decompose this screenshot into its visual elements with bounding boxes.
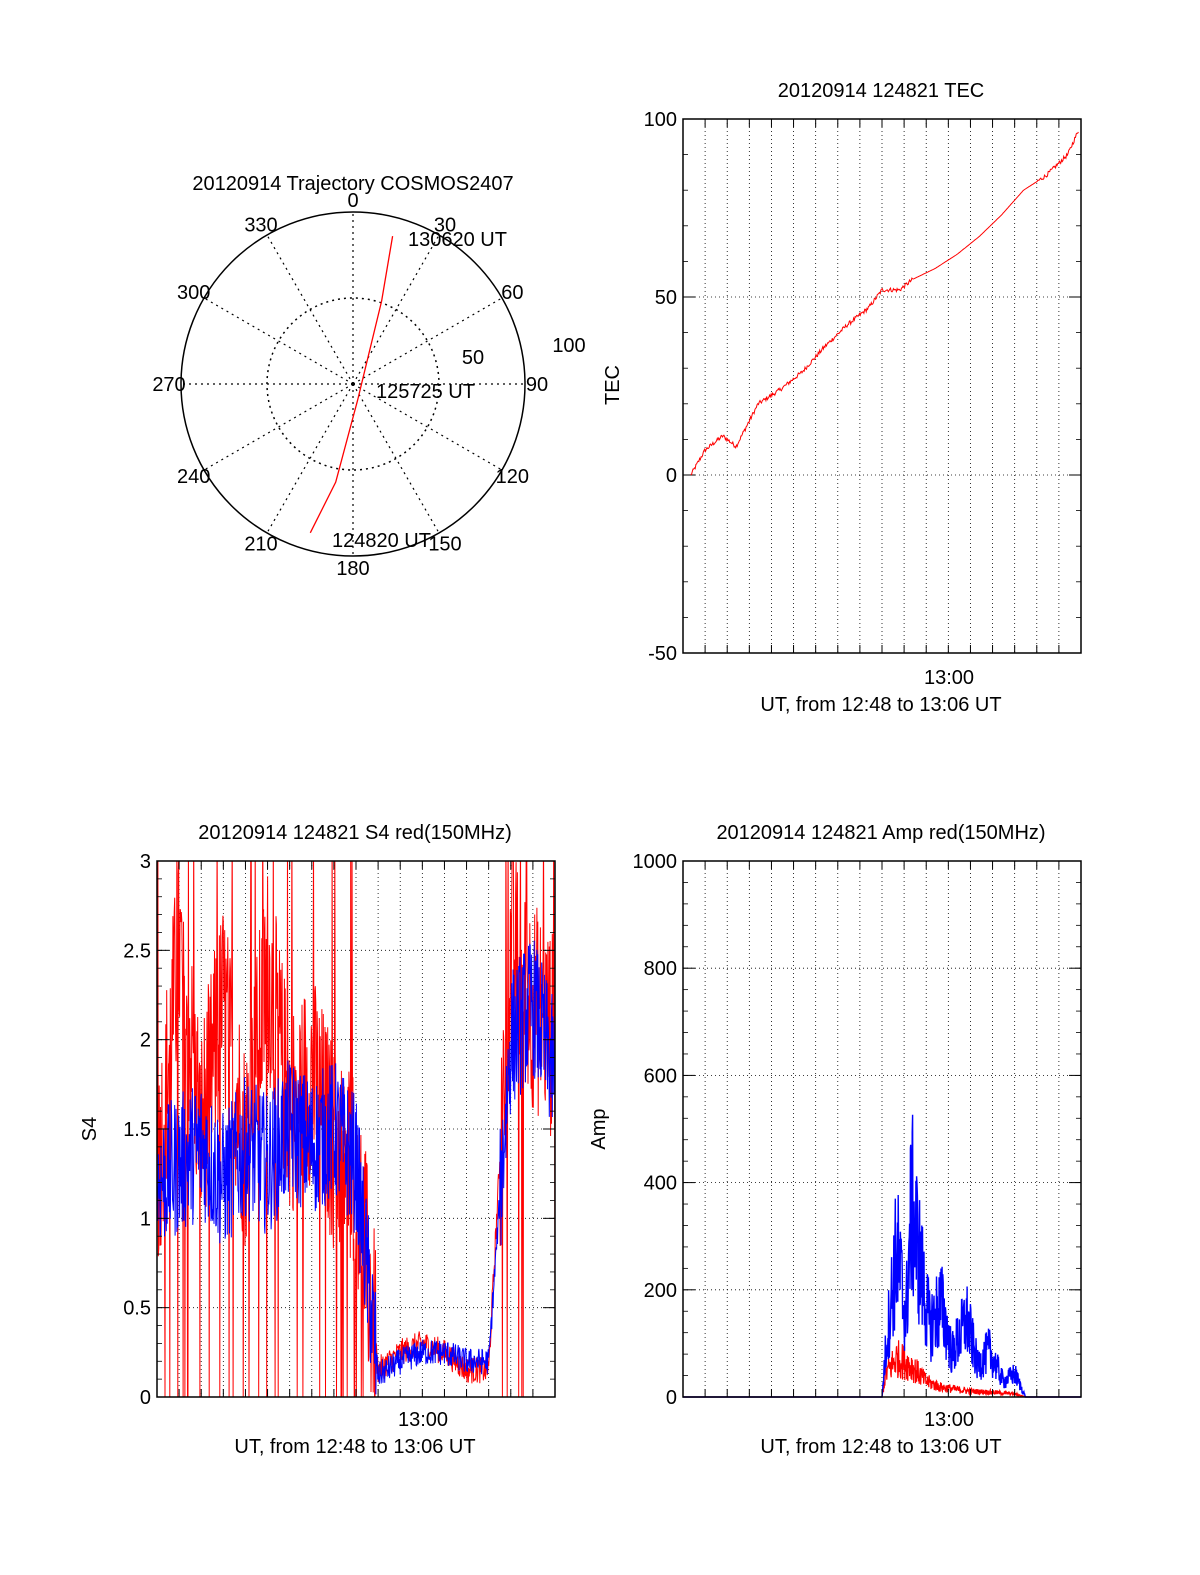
tec-line <box>690 131 1079 476</box>
tec-title: 20120914 124821 TEC <box>778 80 984 102</box>
s4-panel: 20120914 124821 S4 red(150MHz) 0 0.5 1 1.5 2… <box>79 822 556 1458</box>
trajectory-line <box>309 235 394 534</box>
azimuth-label: 330 <box>244 215 277 237</box>
azimuth-label: 180 <box>336 558 369 580</box>
y-tick-label: 1.5 <box>123 1119 151 1141</box>
tec-panel: 20120914 124821 TEC -50 0 50 100 13:00 UT, … <box>602 80 1082 716</box>
end-time-annotation: 130620 UT <box>408 229 507 251</box>
azimuth-label: 300 <box>177 282 210 304</box>
tec-ticks <box>683 118 1081 654</box>
y-tick-label: -50 <box>648 643 677 665</box>
trajectory-panel: 20120914 Trajectory COSMOS2407 0 30 60 90 12… <box>152 173 585 580</box>
azimuth-label: 120 <box>496 466 529 488</box>
polar-spoke <box>266 383 354 534</box>
y-tick-label: 600 <box>644 1065 677 1087</box>
polar-spokes <box>181 212 525 556</box>
s4-red-series <box>157 861 555 1397</box>
y-tick-label: 200 <box>644 1280 677 1302</box>
polar-spoke <box>203 383 354 471</box>
polar-spoke <box>352 234 440 385</box>
start-time-annotation: 124820 UT <box>332 530 431 552</box>
trajectory-track <box>309 235 394 534</box>
amp-y-tick-labels: 0 200 400 600 800 1000 <box>633 851 678 1409</box>
polar-spoke <box>203 297 354 385</box>
s4-blue-series <box>157 940 555 1395</box>
amp-grid <box>683 861 1081 1397</box>
azimuth-label: 0 <box>347 190 358 212</box>
trajectory-title: 20120914 Trajectory COSMOS2407 <box>192 173 513 195</box>
s4-y-tick-labels: 0 0.5 1 1.5 2 2.5 3 <box>123 851 151 1409</box>
azimuth-label: 60 <box>501 282 523 304</box>
amp-x-tick-13-00: 13:00 <box>924 1409 974 1431</box>
polar-outer-circle <box>180 211 526 557</box>
s4-ticks <box>157 860 555 1398</box>
y-tick-label: 0 <box>666 1387 677 1409</box>
azimuth-label: 210 <box>244 533 277 555</box>
amp-xlabel: UT, from 12:48 to 13:06 UT <box>760 1436 1001 1458</box>
azimuth-label: 150 <box>428 533 461 555</box>
tec-series <box>690 131 1079 476</box>
s4-plot-frame <box>156 860 556 1398</box>
y-tick-label: 2 <box>140 1030 151 1052</box>
y-tick-label: 1 <box>140 1208 151 1230</box>
polar-spoke <box>352 297 503 385</box>
s4-ylabel: S4 <box>79 1117 101 1141</box>
tec-y-tick-labels: -50 0 50 100 <box>644 109 677 665</box>
amp-title: 20120914 124821 Amp red(150MHz) <box>716 822 1045 844</box>
tec-ylabel: TEC <box>602 365 624 405</box>
y-tick-label: 3 <box>140 851 151 873</box>
y-tick-label: 400 <box>644 1173 677 1195</box>
s4-title: 20120914 124821 S4 red(150MHz) <box>198 822 512 844</box>
tec-xlabel: UT, from 12:48 to 13:06 UT <box>760 694 1001 716</box>
amp-plot-frame <box>682 860 1082 1398</box>
polar-spoke <box>352 383 440 534</box>
polar-spoke <box>352 383 503 471</box>
azimuth-label: 240 <box>177 466 210 488</box>
radius-label-50: 50 <box>462 347 484 369</box>
y-tick-label: 0 <box>140 1387 151 1409</box>
tec-grid <box>683 119 1081 653</box>
azimuth-label: 90 <box>526 374 548 396</box>
azimuth-label: 30 <box>434 215 456 237</box>
y-tick-label: 1000 <box>633 851 678 873</box>
y-tick-label: 2.5 <box>123 940 151 962</box>
polar-spoke <box>266 234 354 385</box>
s4-xlabel: UT, from 12:48 to 13:06 UT <box>234 1436 475 1458</box>
amp-panel: 20120914 124821 Amp red(150MHz) 0 200 400 6… <box>588 822 1082 1458</box>
y-tick-label: 100 <box>644 109 677 131</box>
tec-x-tick-13-00: 13:00 <box>924 667 974 689</box>
radius-label-100: 100 <box>552 335 585 357</box>
amp-ylabel: Amp <box>588 1108 610 1149</box>
s4-series <box>157 861 555 1397</box>
y-tick-label: 800 <box>644 958 677 980</box>
mid-time-annotation: 125725 UT <box>376 381 475 403</box>
y-tick-label: 0 <box>666 465 677 487</box>
s4-x-tick-13-00: 13:00 <box>398 1409 448 1431</box>
azimuth-labels: 0 30 60 90 120 150 180 210 240 270 300 330 <box>152 190 548 580</box>
tec-plot-frame <box>682 118 1082 654</box>
y-tick-label: 0.5 <box>123 1298 151 1320</box>
azimuth-label: 270 <box>152 374 185 396</box>
y-tick-label: 50 <box>655 287 677 309</box>
